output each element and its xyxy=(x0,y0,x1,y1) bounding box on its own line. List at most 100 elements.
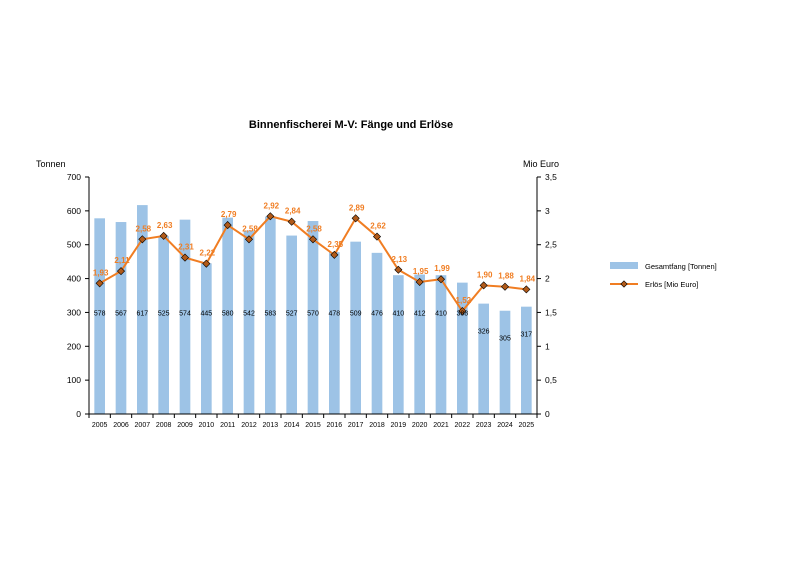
bar-value-label: 326 xyxy=(478,329,490,336)
line-value-label: 2,63 xyxy=(157,221,173,230)
line-marker xyxy=(138,235,147,244)
bar xyxy=(222,217,233,414)
legend-label-line: Erlös [Mio Euro] xyxy=(645,280,698,289)
x-tick-label: 2006 xyxy=(113,422,129,429)
legend-marker xyxy=(620,280,628,288)
bar xyxy=(329,252,340,414)
line-value-label: 2,89 xyxy=(349,203,365,212)
y-left-tick-label: 600 xyxy=(67,206,81,216)
bar-value-label: 574 xyxy=(179,310,191,317)
bar xyxy=(350,241,361,414)
x-tick-label: 2005 xyxy=(92,422,108,429)
bar xyxy=(94,218,105,414)
bars-layer xyxy=(94,205,532,414)
line-value-label: 1,52 xyxy=(456,296,472,305)
line-marker xyxy=(351,214,360,223)
line-value-label: 1,93 xyxy=(93,268,109,277)
x-tick-label: 2013 xyxy=(263,422,279,429)
bar-value-label: 476 xyxy=(371,310,383,317)
line-value-label: 2,22 xyxy=(200,249,216,258)
line-value-label: 2,58 xyxy=(136,224,152,233)
bar xyxy=(414,274,425,414)
line-marker xyxy=(95,279,104,288)
y-left-tick-label: 400 xyxy=(67,274,81,284)
bar-value-label: 580 xyxy=(222,310,234,317)
line-value-label: 2,13 xyxy=(392,255,408,264)
x-tick-label: 2025 xyxy=(519,422,535,429)
bar-value-label: 388 xyxy=(456,310,468,317)
x-tick-label: 2012 xyxy=(241,422,257,429)
line-marker xyxy=(244,235,254,244)
bar-value-label: 527 xyxy=(286,310,298,317)
line-marker xyxy=(266,212,275,221)
bar-value-label: 509 xyxy=(350,310,362,317)
line-value-label: 1,95 xyxy=(413,267,429,276)
x-tick-label: 2010 xyxy=(199,422,215,429)
line-marker xyxy=(522,285,531,294)
line-value-label: 1,88 xyxy=(498,272,514,281)
y-right-tick-label: 0,5 xyxy=(545,375,557,385)
bar-value-label: 583 xyxy=(264,310,276,317)
line-marker xyxy=(116,267,126,276)
bar-value-label: 410 xyxy=(435,310,447,317)
bar xyxy=(286,235,297,414)
legend-swatch-bars xyxy=(610,262,638,269)
line-value-label: 2,11 xyxy=(114,256,130,265)
bar xyxy=(307,221,319,414)
x-tick-label: 2008 xyxy=(156,422,172,429)
y-right-tick-label: 0 xyxy=(545,409,550,419)
bar-value-label: 305 xyxy=(499,336,511,343)
bar-value-label: 617 xyxy=(136,310,148,317)
line-marker xyxy=(202,259,211,268)
line-marker xyxy=(308,235,318,244)
bar xyxy=(435,275,447,414)
x-tick-label: 2023 xyxy=(476,422,492,429)
x-tick-label: 2009 xyxy=(177,422,193,429)
bar-value-label: 525 xyxy=(158,310,170,317)
x-tick-label: 2011 xyxy=(220,422,235,429)
x-tick-label: 2015 xyxy=(305,422,321,429)
x-tick-label: 2020 xyxy=(412,422,428,429)
bar xyxy=(137,205,148,414)
legend-label-bars: Gesamtfang [Tonnen] xyxy=(645,262,717,271)
bar xyxy=(115,222,127,414)
x-tick-label: 2024 xyxy=(497,422,513,429)
line-value-label: 1,84 xyxy=(520,274,536,283)
bar xyxy=(521,306,532,414)
y-left-tick-label: 200 xyxy=(67,341,81,351)
bar-value-label: 317 xyxy=(520,332,532,339)
line-value-label: 2,58 xyxy=(242,224,258,233)
line-value-label: 1,99 xyxy=(434,264,450,273)
bar xyxy=(158,236,169,414)
bar-value-label: 578 xyxy=(94,310,106,317)
chart-title: Binnenfischerei M-V: Fänge und Erlöse xyxy=(249,119,453,131)
line-marker xyxy=(415,277,424,286)
line-marker xyxy=(372,232,382,241)
y-left-axis-title: Tonnen xyxy=(36,159,66,169)
line-marker xyxy=(458,307,467,316)
y-left-tick-label: 100 xyxy=(67,375,81,385)
line-marker xyxy=(479,281,488,290)
y-left-tick-label: 0 xyxy=(76,409,81,419)
line-marker xyxy=(330,250,339,259)
y-right-tick-label: 3,5 xyxy=(545,172,557,182)
line-marker xyxy=(394,265,403,274)
bar-value-label: 445 xyxy=(200,310,212,317)
line-marker xyxy=(223,221,232,230)
x-tick-label: 2014 xyxy=(284,422,300,429)
x-tick-label: 2022 xyxy=(455,422,471,429)
y-left-tick-label: 700 xyxy=(67,172,81,182)
line-marker xyxy=(287,217,296,226)
x-tick-label: 2016 xyxy=(327,422,343,429)
bar xyxy=(478,303,489,414)
bar xyxy=(371,252,383,414)
bar-value-label: 478 xyxy=(328,310,340,317)
bar xyxy=(457,282,468,414)
bar xyxy=(243,230,255,414)
line-layer xyxy=(95,212,531,316)
line-value-label: 2,79 xyxy=(221,210,237,219)
line-value-label: 2,35 xyxy=(328,240,344,249)
y-right-tick-label: 1,5 xyxy=(545,307,557,317)
y-left-tick-label: 500 xyxy=(67,240,81,250)
x-tick-label: 2021 xyxy=(433,422,449,429)
